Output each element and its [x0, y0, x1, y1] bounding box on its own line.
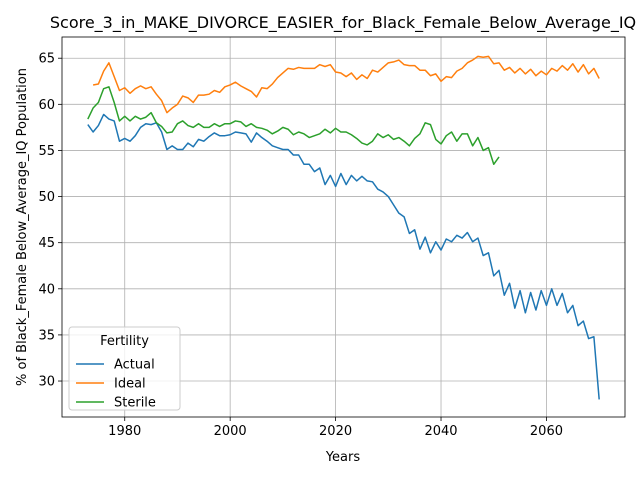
- legend: Fertility Actual Ideal Sterile: [68, 326, 181, 411]
- x-axis-label: Years: [325, 450, 361, 465]
- series-line-ideal: [92, 55, 600, 114]
- chart-title: Score_3_in_MAKE_DIVORCE_EASIER_for_Black…: [50, 13, 636, 33]
- y-tick-label: 55: [38, 144, 55, 159]
- y-tick-label: 30: [38, 375, 55, 390]
- x-tick-label: 2000: [214, 424, 247, 439]
- y-tick-label: 65: [38, 52, 55, 67]
- y-tick-label: 40: [38, 282, 55, 297]
- legend-box: [68, 326, 181, 411]
- x-tick-label: 2040: [424, 424, 457, 439]
- y-tick-label: 50: [38, 190, 55, 205]
- legend-items: Actual Ideal Sterile: [76, 358, 156, 411]
- legend-label-ideal: Ideal: [114, 377, 146, 392]
- series-line-actual: [87, 113, 600, 400]
- y-tick-label: 35: [38, 328, 55, 343]
- x-tick-label: 2060: [530, 424, 563, 439]
- legend-label-sterile: Sterile: [114, 396, 156, 411]
- plot-frame: [61, 36, 626, 418]
- series-lines: [87, 55, 600, 400]
- series-line-sterile: [87, 86, 500, 166]
- x-tick-label: 2020: [319, 424, 352, 439]
- legend-label-actual: Actual: [114, 358, 155, 373]
- x-axis-ticks: 1980 2000 2020 2040 2060: [108, 417, 563, 439]
- y-tick-label: 45: [38, 236, 55, 251]
- y-axis-ticks: 30 35 40 45 50 55 60 65: [38, 52, 62, 390]
- x-tick-label: 1980: [108, 424, 141, 439]
- y-tick-label: 60: [38, 98, 55, 113]
- y-axis-label: % of Black_Female Below_Average_IQ Popul…: [15, 68, 30, 386]
- legend-title: Fertility: [100, 334, 149, 349]
